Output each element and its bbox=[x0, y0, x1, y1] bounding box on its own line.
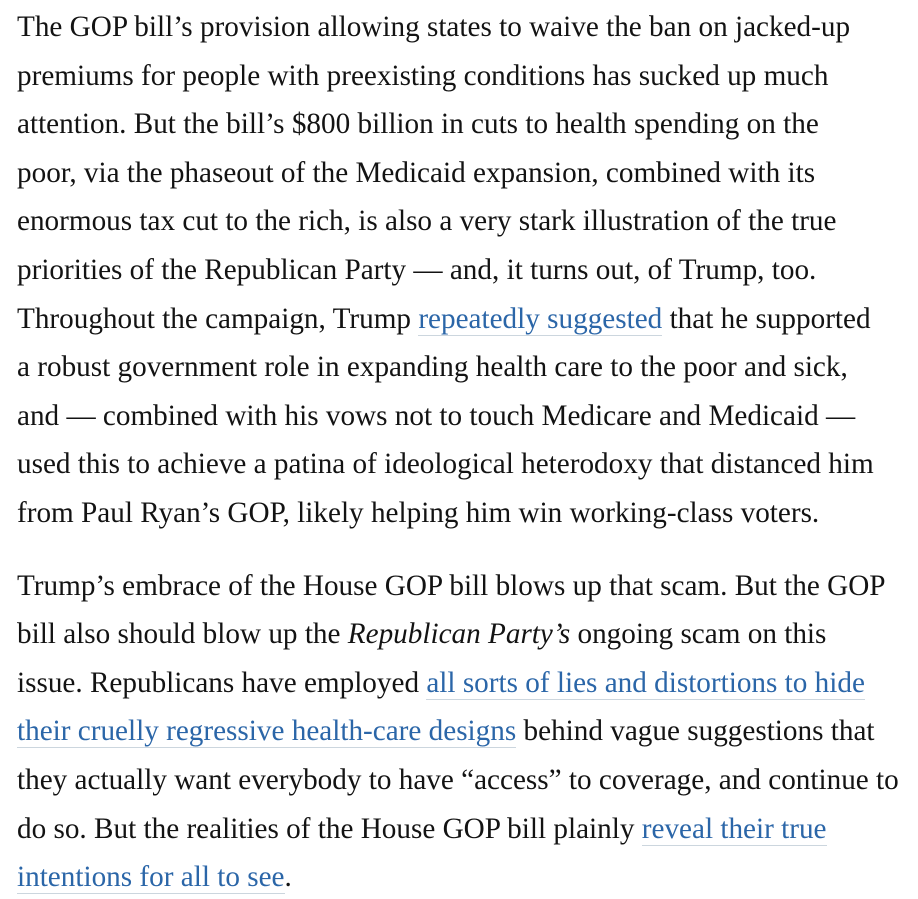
article-paragraphs: The GOP bill’s provision allowing states… bbox=[17, 3, 902, 899]
italic-republican-partys: Republican Party’s bbox=[347, 618, 571, 651]
body-text: Trump’s embrace of the House GOP bill bl… bbox=[17, 569, 886, 651]
body-text: The GOP bill’s provision allowing states… bbox=[17, 11, 851, 335]
body-text: ongoing scam on this issue. Republicans h… bbox=[17, 618, 827, 699]
body-text: that he supported a robust government rol… bbox=[17, 302, 874, 529]
body-text: . bbox=[284, 861, 292, 894]
link-repeatedly-suggested[interactable]: repeatedly suggested bbox=[418, 302, 663, 336]
paragraph-2: Trump’s embrace of the House GOP bill bl… bbox=[17, 562, 902, 899]
body-text: behind vague suggestions that they actual… bbox=[17, 715, 899, 845]
paragraph-1: The GOP bill’s provision allowing states… bbox=[17, 3, 902, 538]
link-reveal-true-intentions[interactable]: reveal their true intentions for all to s… bbox=[17, 812, 827, 895]
link-lies-and-distortions[interactable]: all sorts of lies and distortions to hid… bbox=[17, 666, 865, 749]
